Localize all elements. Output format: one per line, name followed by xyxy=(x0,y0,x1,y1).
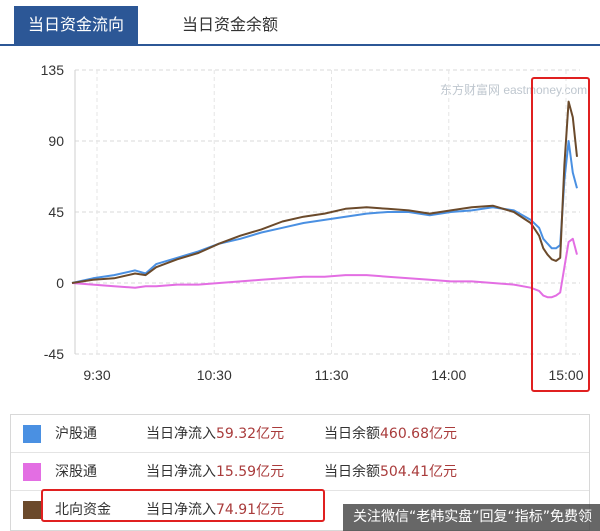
grid xyxy=(74,69,580,355)
x-tick-label: 11:30 xyxy=(315,367,349,383)
y-tick-label: -45 xyxy=(44,346,64,362)
y-tick-label: 45 xyxy=(48,204,64,220)
series-lines xyxy=(71,100,578,299)
legend-balance: 当日余额504.41亿元 xyxy=(324,464,457,480)
fund-flow-chart: 东方财富网 eastmoney.com -45 0 45 90 135 9:30 10:3… xyxy=(41,62,590,392)
legend-balance: 当日余额460.68亿元 xyxy=(324,426,457,442)
series-line-沪股通 xyxy=(71,140,578,284)
wechat-watermark: 关注微信“老韩实盘”回复“指标”免费领 xyxy=(342,504,600,531)
legend-net: 当日净流入15.59亿元 xyxy=(146,464,285,480)
legend-swatch xyxy=(23,501,41,519)
y-axis: -45 0 45 90 135 xyxy=(41,62,65,362)
legend-row-sgt: 深股通 当日净流入15.59亿元 当日余额504.41亿元 xyxy=(11,453,589,491)
x-tick-label: 14:00 xyxy=(431,367,466,383)
legend-name: 北向资金 xyxy=(55,502,111,518)
x-axis: 9:30 10:30 11:30 14:00 15:00 xyxy=(83,367,583,383)
closing-highlight-box xyxy=(531,77,590,392)
y-tick-label: 0 xyxy=(56,275,64,291)
y-tick-label: 90 xyxy=(48,133,64,149)
legend-net: 当日净流入59.32亿元 xyxy=(146,426,285,442)
legend-row-hgt: 沪股通 当日净流入59.32亿元 当日余额460.68亿元 xyxy=(11,415,589,453)
tab-daily-balance[interactable]: 当日资金余额 xyxy=(182,15,279,34)
x-tick-label: 10:30 xyxy=(197,367,232,383)
tab-daily-flow[interactable]: 当日资金流向 xyxy=(14,6,139,44)
legend-swatch xyxy=(23,425,41,443)
legend-swatch xyxy=(23,463,41,481)
legend-name: 沪股通 xyxy=(55,426,97,442)
series-line-北向资金 xyxy=(71,100,578,284)
north-flow-highlight-box xyxy=(41,489,325,522)
legend-net: 当日净流入74.91亿元 xyxy=(146,502,285,518)
series-line-深股通 xyxy=(71,237,578,299)
tab-bar: 当日资金流向 当日资金余额 xyxy=(0,0,600,46)
x-tick-label: 9:30 xyxy=(83,367,110,383)
chart-watermark: 东方财富网 eastmoney.com xyxy=(440,82,587,97)
legend-name: 深股通 xyxy=(55,464,97,480)
y-tick-label: 135 xyxy=(41,62,65,78)
x-tick-label: 15:00 xyxy=(548,367,583,383)
legend-row-north: 北向资金 当日净流入74.91亿元 xyxy=(11,491,589,529)
